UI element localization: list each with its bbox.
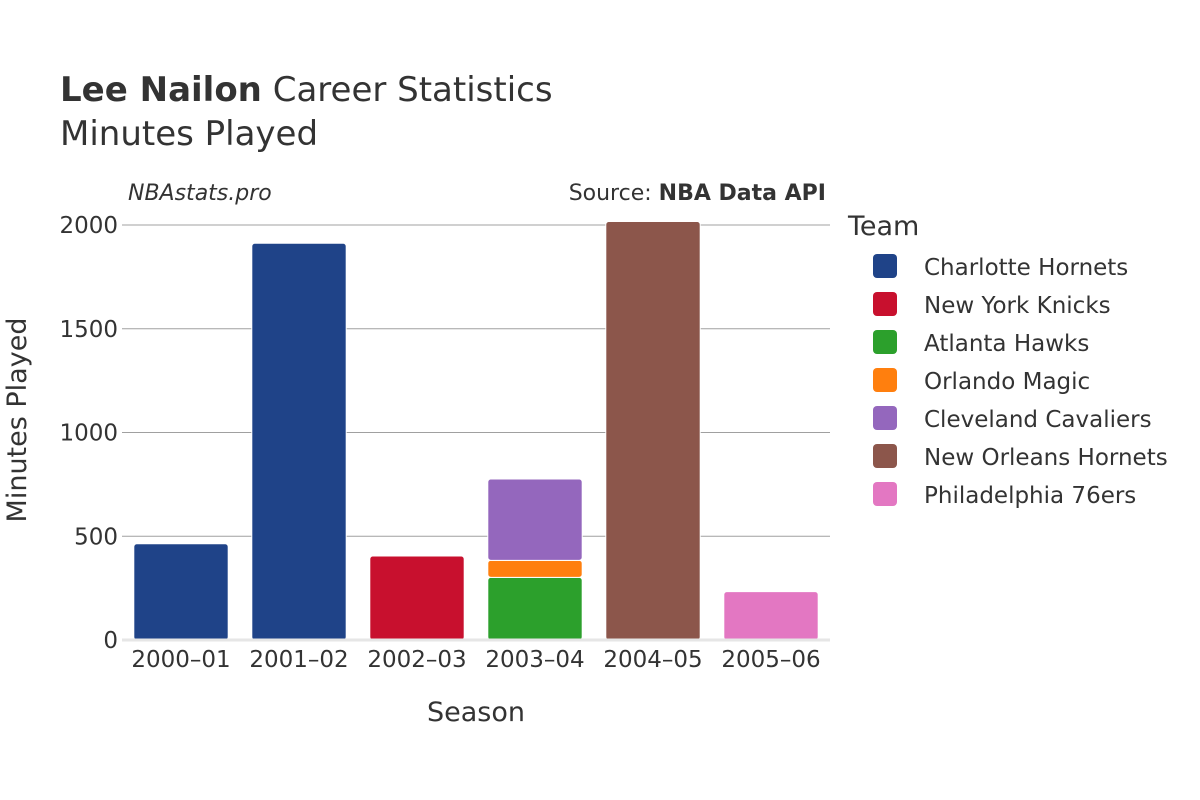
x-tick-label: 2001–02 <box>249 647 348 673</box>
legend-swatch <box>873 368 897 392</box>
bar-segment[interactable] <box>487 576 583 641</box>
legend-label: Philadelphia 76ers <box>924 483 1136 509</box>
legend-label: Cleveland Cavaliers <box>924 407 1152 433</box>
y-axis-title: Minutes Played <box>2 318 33 523</box>
bar-segment[interactable] <box>133 543 229 641</box>
x-tick-label: 2000–01 <box>131 647 230 673</box>
x-tick-label: 2002–03 <box>367 647 466 673</box>
title-rest: Career Statistics <box>272 70 553 110</box>
bar-segment[interactable] <box>723 591 819 641</box>
legend-swatch <box>873 292 897 316</box>
bar-segment[interactable] <box>487 559 583 578</box>
legend-label: Orlando Magic <box>924 369 1090 395</box>
legend-item[interactable]: Charlotte Hornets <box>873 254 1128 281</box>
bar-segment[interactable] <box>369 555 465 641</box>
bar-segment[interactable] <box>487 478 583 561</box>
x-tick-label: 2003–04 <box>485 647 584 673</box>
source-credit: Source: NBA Data API <box>569 181 826 206</box>
bar-segment[interactable] <box>251 242 347 641</box>
legend-item[interactable]: New York Knicks <box>873 292 1111 319</box>
site-credit: NBAstats.pro <box>128 181 272 206</box>
bars <box>133 220 819 641</box>
legend-label: New York Knicks <box>924 293 1111 319</box>
legend-item[interactable]: Orlando Magic <box>873 368 1090 395</box>
y-tick-label: 2000 <box>59 213 118 239</box>
y-axis-ticks: 0 500 1000 1500 2000 <box>59 213 118 654</box>
x-tick-label: 2005–06 <box>721 647 820 673</box>
legend: Charlotte Hornets New York Knicks Atlanta … <box>873 254 1168 509</box>
legend-item[interactable]: Philadelphia 76ers <box>873 482 1136 509</box>
legend-item[interactable]: Cleveland Cavaliers <box>873 406 1152 433</box>
y-tick-label: 1500 <box>59 317 118 343</box>
source-name: NBA Data API <box>659 181 826 206</box>
legend-swatch <box>873 444 897 468</box>
chart-subtitle: Minutes Played <box>60 114 319 154</box>
player-name: Lee Nailon <box>60 70 262 110</box>
y-tick-label: 500 <box>74 524 118 550</box>
legend-item[interactable]: New Orleans Hornets <box>873 444 1168 471</box>
gridlines <box>122 224 830 537</box>
x-axis-ticks: 2000–01 2001–02 2002–03 2003–04 2004–05 2005–… <box>131 647 820 673</box>
legend-swatch <box>873 406 897 430</box>
legend-label: Atlanta Hawks <box>924 331 1089 357</box>
y-tick-label: 0 <box>103 628 118 654</box>
legend-item[interactable]: Atlanta Hawks <box>873 330 1089 357</box>
legend-swatch <box>873 254 897 278</box>
y-tick-label: 1000 <box>59 421 118 447</box>
source-prefix: Source: <box>569 181 659 206</box>
bar-segment[interactable] <box>605 220 701 641</box>
legend-title: Team <box>847 211 919 242</box>
legend-label: Charlotte Hornets <box>924 255 1128 281</box>
legend-label: New Orleans Hornets <box>924 445 1168 471</box>
chart-title: Lee Nailon Career Statistics <box>60 68 553 112</box>
legend-swatch <box>873 330 897 354</box>
x-tick-label: 2004–05 <box>603 647 702 673</box>
x-axis-title: Season <box>427 697 525 728</box>
legend-swatch <box>873 482 897 506</box>
